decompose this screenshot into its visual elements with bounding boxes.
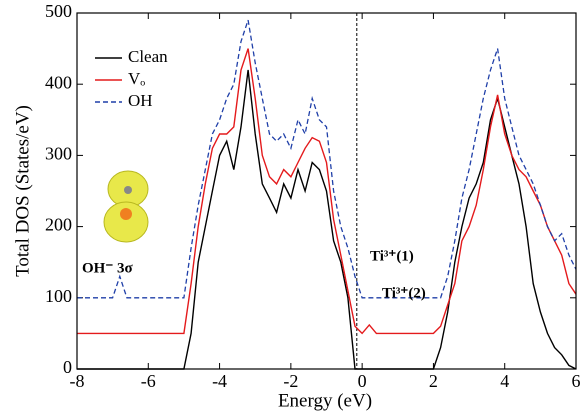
annotation: Ti³⁺(1) <box>370 248 414 264</box>
y-axis-label: Total DOS (States/eV) <box>12 105 33 277</box>
y-tick-label: 200 <box>45 215 72 235</box>
series-line <box>77 19 577 299</box>
x-tick-label: 4 <box>500 371 509 391</box>
x-tick-label: -6 <box>141 371 156 391</box>
inset-orbital <box>103 170 149 243</box>
x-tick-label: -2 <box>283 371 298 391</box>
x-tick-label: -4 <box>212 371 227 391</box>
x-tick-label: 2 <box>429 371 438 391</box>
y-tick-label: 400 <box>45 72 72 92</box>
legend-label: OH <box>128 91 153 110</box>
x-axis-label: Energy (eV) <box>278 390 372 411</box>
y-tick-label: 300 <box>45 144 72 164</box>
annotation: Ti³⁺(2) <box>382 285 426 301</box>
legend-label: Clean <box>128 47 168 66</box>
annotation: OH⁻ 3σ <box>82 260 134 276</box>
x-tick-label: 6 <box>572 371 581 391</box>
x-tick-label: -8 <box>70 371 85 391</box>
plot-frame <box>76 12 577 370</box>
legend-label: Vₒ <box>128 69 145 88</box>
y-tick-label: 0 <box>63 357 72 377</box>
y-tick-label: 500 <box>45 1 72 21</box>
x-tick-label: 0 <box>358 371 367 391</box>
series-line <box>77 48 577 335</box>
y-tick-label: 100 <box>45 286 72 306</box>
